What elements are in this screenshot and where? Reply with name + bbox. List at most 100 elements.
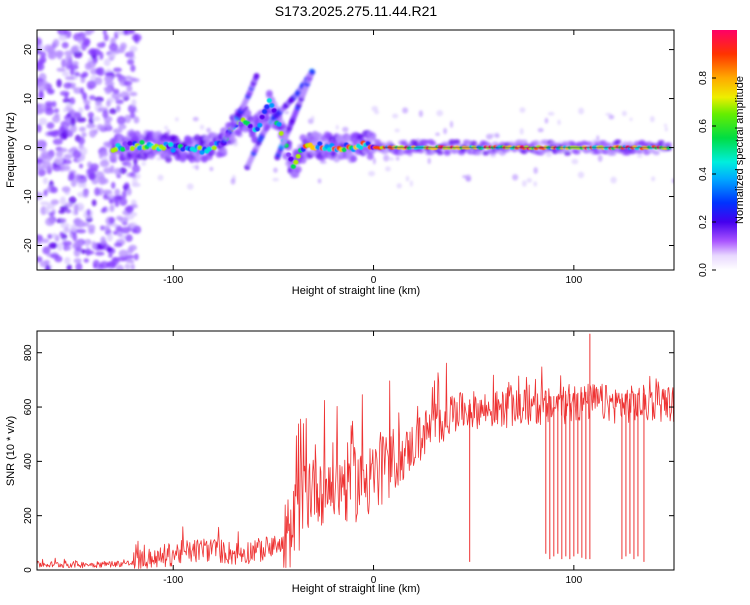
heatmap-noise-blob — [37, 90, 44, 100]
heatmap-noise-blob — [109, 108, 117, 115]
heatmap-noise-blob — [37, 256, 43, 263]
heatmap-noise-blob — [133, 225, 142, 234]
heatmap-noise-blob — [65, 103, 73, 112]
heatmap-noise-blob — [60, 218, 67, 223]
heatmap-noise-blob — [651, 176, 656, 182]
heatmap-ytick-label: 0 — [23, 144, 34, 150]
heatmap-noise-blob — [68, 97, 76, 105]
heatmap-ridge-cell — [317, 141, 323, 147]
heatmap-noise-blob — [78, 126, 86, 132]
heatmap-noise-blob — [48, 242, 58, 249]
heatmap-noise-blob — [80, 42, 87, 51]
heatmap-noise-blob — [103, 34, 109, 42]
heatmap-noise-blob — [95, 67, 103, 76]
heatmap-noise-blob — [175, 117, 179, 122]
heatmap-noise-blob — [61, 41, 69, 49]
heatmap-ridge-halo — [220, 146, 228, 154]
heatmap-ridge-cell — [112, 147, 119, 152]
heatmap-noise-blob — [70, 179, 77, 188]
heatmap-noise-blob — [131, 33, 142, 42]
heatmap-noise-blob — [388, 157, 395, 161]
heatmap-noise-blob — [130, 211, 138, 217]
heatmap-ridge-cell — [170, 147, 176, 153]
heatmap-noise-blob — [84, 104, 90, 111]
heatmap-noise-blob — [124, 182, 130, 188]
heatmap-noise-blob — [127, 58, 135, 65]
heatmap-noise-blob — [512, 174, 519, 181]
heatmap-ridge-cell — [290, 164, 297, 169]
heatmap-noise-blob — [73, 204, 79, 212]
heatmap-noise-blob — [95, 171, 105, 180]
heatmap-noise-blob — [37, 103, 42, 109]
heatmap-noise-blob — [40, 201, 50, 206]
heatmap-ridge-halo — [417, 148, 425, 154]
heatmap-noise-blob — [284, 110, 289, 115]
heatmap-noise-blob — [383, 154, 390, 162]
heatmap-noise-blob — [629, 117, 633, 122]
heatmap-ridge-halo — [400, 141, 408, 147]
heatmap-noise-blob — [402, 107, 409, 114]
heatmap-ridge-halo — [349, 155, 357, 163]
heatmap-y-axis-label: Frequency (Hz) — [5, 112, 17, 188]
heatmap-noise-blob — [57, 30, 68, 36]
heatmap-noise-blob — [87, 60, 96, 69]
heatmap-noise-blob — [131, 173, 137, 180]
heatmap-ridge-cell — [206, 146, 212, 152]
heatmap-noise-blob — [61, 165, 71, 172]
heatmap-noise-blob — [37, 234, 43, 242]
heatmap-noise-blob — [62, 240, 72, 247]
heatmap-noise-blob — [125, 205, 134, 214]
heatmap-noise-blob — [129, 91, 138, 97]
heatmap-noise-blob — [94, 96, 104, 103]
heatmap-noise-blob — [374, 109, 380, 115]
heatmap-content — [37, 30, 674, 270]
heatmap-noise-blob — [78, 107, 84, 114]
colorbar: 0.0 0.2 0.4 0.6 0.8 Normalized spectral ampl… — [698, 30, 746, 277]
heatmap-noise-blob — [113, 242, 123, 248]
heatmap-noise-blob — [392, 113, 399, 119]
heatmap-noise-blob — [114, 167, 121, 176]
heatmap-noise-blob — [664, 126, 668, 132]
colorbar-tick-label: 0.6 — [698, 119, 709, 133]
heatmap-noise-blob — [199, 124, 205, 130]
heatmap-noise-blob — [63, 82, 72, 89]
heatmap-noise-blob — [38, 117, 48, 126]
heatmap-noise-blob — [61, 58, 71, 67]
heatmap-noise-blob — [435, 132, 440, 136]
heatmap-noise-blob — [99, 51, 104, 60]
heatmap-noise-blob — [50, 186, 58, 194]
heatmap-ytick-label: 10 — [23, 93, 34, 105]
snr-content — [37, 333, 674, 569]
heatmap-ytick-label: -20 — [23, 238, 34, 253]
heatmap-noise-blob — [46, 122, 55, 130]
snr-x-axis-label: Height of straight line (km) — [292, 583, 420, 595]
heatmap-noise-blob — [52, 115, 61, 123]
heatmap-noise-blob — [519, 107, 526, 113]
heatmap-noise-blob — [66, 264, 72, 270]
heatmap-ridge-halo — [244, 109, 252, 117]
heatmap-noise-blob — [126, 85, 133, 92]
heatmap-noise-blob — [130, 263, 135, 270]
heatmap-noise-blob — [108, 43, 119, 52]
heatmap-noise-blob — [671, 178, 674, 184]
heatmap-ridge-cell — [168, 142, 174, 147]
snr-y-axis-label: SNR (10 * v/v) — [5, 416, 17, 486]
heatmap-noise-blob — [47, 89, 55, 95]
snr-ytick-label: 600 — [23, 398, 34, 415]
heatmap-noise-blob — [54, 156, 64, 165]
heatmap-noise-blob — [104, 120, 111, 130]
heatmap-noise-blob — [65, 76, 75, 81]
heatmap-noise-blob — [65, 245, 72, 251]
colorbar-tick-label: 0.8 — [698, 71, 709, 85]
heatmap-ridge-halo — [609, 150, 617, 156]
heatmap-noise-blob — [368, 170, 376, 177]
heatmap-ridge-cell — [314, 145, 321, 150]
heatmap-noise-blob — [82, 92, 88, 100]
heatmap-branches — [220, 68, 316, 171]
heatmap-noise-blob — [206, 127, 212, 133]
heatmap-noise-blob — [108, 52, 116, 59]
heatmap-noise-blob — [76, 229, 87, 234]
heatmap-ridge-cell — [295, 153, 301, 159]
heatmap-noise-blob — [114, 96, 119, 102]
